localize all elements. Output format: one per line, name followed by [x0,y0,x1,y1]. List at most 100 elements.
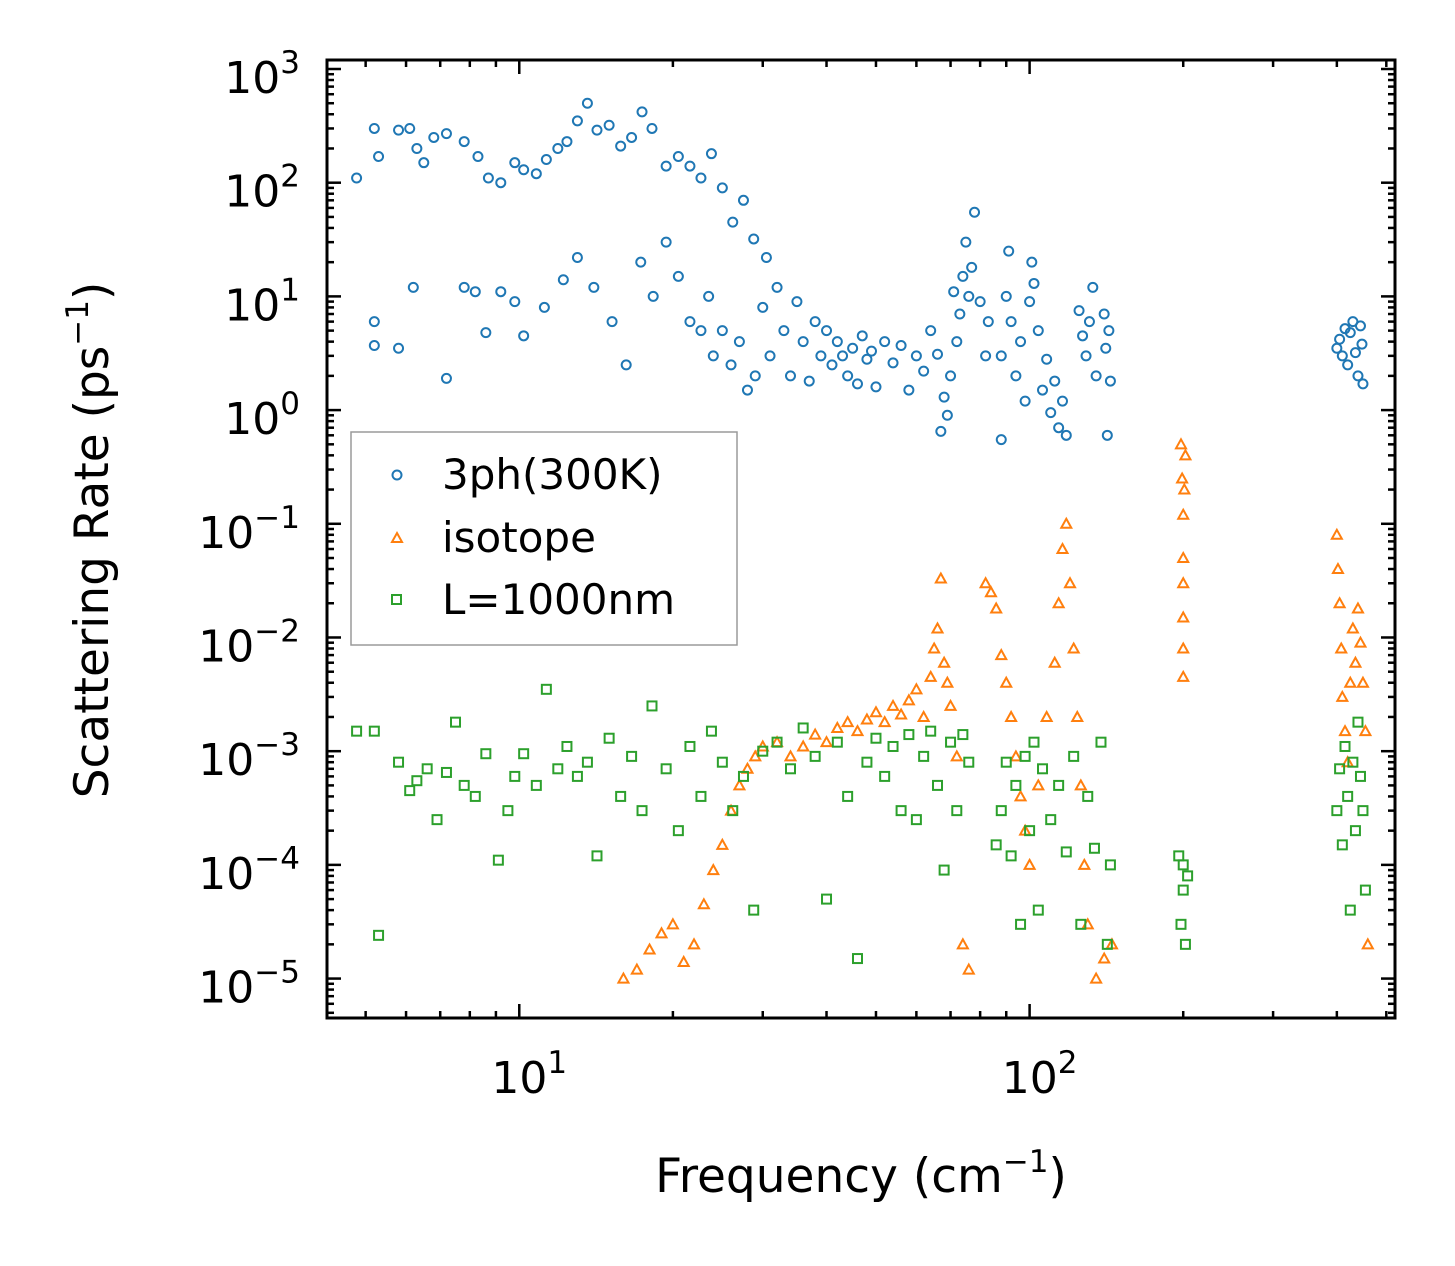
data-point-pt-3ph [1101,429,1113,441]
data-point-pt-boundary [1179,938,1191,950]
data-point-pt-3ph [737,194,749,206]
data-point-pt-boundary [530,779,542,791]
data-point-pt-boundary [552,763,564,775]
data-point-pt-boundary [1032,904,1044,916]
data-point-pt-boundary [821,893,833,905]
data-point-pt-3ph [530,168,542,180]
data-point-pt-3ph [1087,281,1099,293]
data-point-pt-3ph [966,261,978,273]
data-point-pt-3ph [635,256,647,268]
data-point-pt-3ph [591,124,603,136]
data-point-pt-3ph [1083,316,1095,328]
x-tick-label: 102 [1002,1045,1078,1104]
data-point-pt-isotope [808,727,822,740]
data-point-pt-isotope [1356,675,1370,688]
data-point-pt-3ph [1028,277,1040,289]
data-point-pt-boundary [727,805,739,817]
data-point-pt-boundary [1088,842,1100,854]
data-point-pt-isotope [1059,516,1073,529]
data-point-pt-isotope [1174,437,1188,450]
data-point-pt-boundary [1019,750,1031,762]
data-point-pt-3ph [938,391,950,403]
data-point-pt-3ph [809,316,821,328]
data-point-pt-boundary [411,775,423,787]
data-point-pt-isotope [860,712,874,725]
data-point-pt-isotope [697,897,711,910]
data-point-pt-boundary [925,725,937,737]
data-point-pt-3ph [672,270,684,282]
data-point-pt-boundary [1095,736,1107,748]
data-point-pt-3ph [803,375,815,387]
data-point-pt-3ph [1090,370,1102,382]
data-point-pt-boundary [1177,884,1189,896]
data-point-pt-3ph [1032,325,1044,337]
data-point-pt-3ph [764,350,776,362]
data-point-pt-3ph [1100,342,1112,354]
y-tick-label: 10−2 [198,613,300,672]
data-point-pt-boundary [421,763,433,775]
data-point-pt-isotope [1346,621,1360,634]
data-point-pt-3ph [646,122,658,134]
data-point-pt-isotope [732,778,747,791]
data-point-pt-isotope [1343,675,1357,688]
y-tick-label: 10−4 [198,841,300,900]
data-point-pt-isotope [999,675,1013,688]
data-point-pt-3ph [870,381,882,393]
data-point-pt-3ph [1104,375,1116,387]
data-point-pt-3ph [815,350,827,362]
data-point-pt-3ph [538,301,550,313]
y-tick-label: 10−3 [198,727,300,786]
data-point-pt-3ph [695,172,707,184]
y-tick-label: 10−5 [198,955,300,1014]
data-point-pt-3ph [951,336,963,348]
data-point-pt-3ph [482,172,494,184]
data-point-pt-boundary [990,839,1002,851]
data-point-pt-3ph [995,350,1007,362]
data-point-pt-isotope [886,698,900,711]
data-point-pt-3ph [615,140,627,152]
data-point-pt-3ph [1019,395,1031,407]
data-point-pt-3ph [620,359,632,371]
data-point-pt-boundary [1082,790,1094,802]
data-point-pt-3ph [518,164,530,176]
data-point-pt-boundary [1010,779,1022,791]
data-point-pt-3ph [1334,333,1346,345]
data-point-pt-3ph [561,136,573,148]
data-point-pt-3ph [879,336,891,348]
data-point-pt-3ph [418,157,430,169]
data-point-pt-isotope [956,937,970,950]
data-point-pt-3ph [1015,336,1027,348]
data-point-pt-boundary [1037,763,1049,775]
data-point-pt-isotope [923,669,938,682]
y-tick-label: 101 [224,272,300,331]
data-point-pt-boundary [1354,770,1366,782]
data-point-pt-isotope [1176,576,1190,589]
data-point-pt-3ph [428,131,440,143]
data-point-pt-boundary [1182,870,1194,882]
data-point-pt-3ph [1073,305,1085,317]
data-point-pt-3ph [760,251,772,263]
data-point-pt-boundary [1334,763,1346,775]
data-point-pt-isotope [1063,576,1077,589]
data-point-pt-boundary [1344,904,1356,916]
data-point-pt-3ph [851,378,863,390]
data-point-pt-3ph [660,160,672,172]
data-point-pt-3ph [778,325,790,337]
data-point-pt-isotope [1348,655,1363,668]
data-point-pt-isotope [1177,482,1192,495]
data-point-pt-3ph [660,236,672,248]
data-point-pt-boundary [636,805,648,817]
legend-label-3ph: 3ph(300K) [442,450,662,499]
data-point-pt-3ph [1024,296,1036,308]
data-point-pt-3ph [1357,378,1369,390]
legend-marker-3ph [391,469,403,481]
y-tick-label: 103 [224,45,300,104]
legend-label-isotope: isotope [442,513,596,562]
data-point-pt-isotope [715,837,730,850]
data-point-pt-3ph [1037,384,1049,396]
data-point-pt-isotope [1074,778,1088,791]
data-point-pt-3ph [1056,395,1068,407]
data-point-pt-boundary [1349,825,1361,837]
data-point-pt-3ph [741,384,753,396]
data-point-pt-isotope [869,705,883,718]
